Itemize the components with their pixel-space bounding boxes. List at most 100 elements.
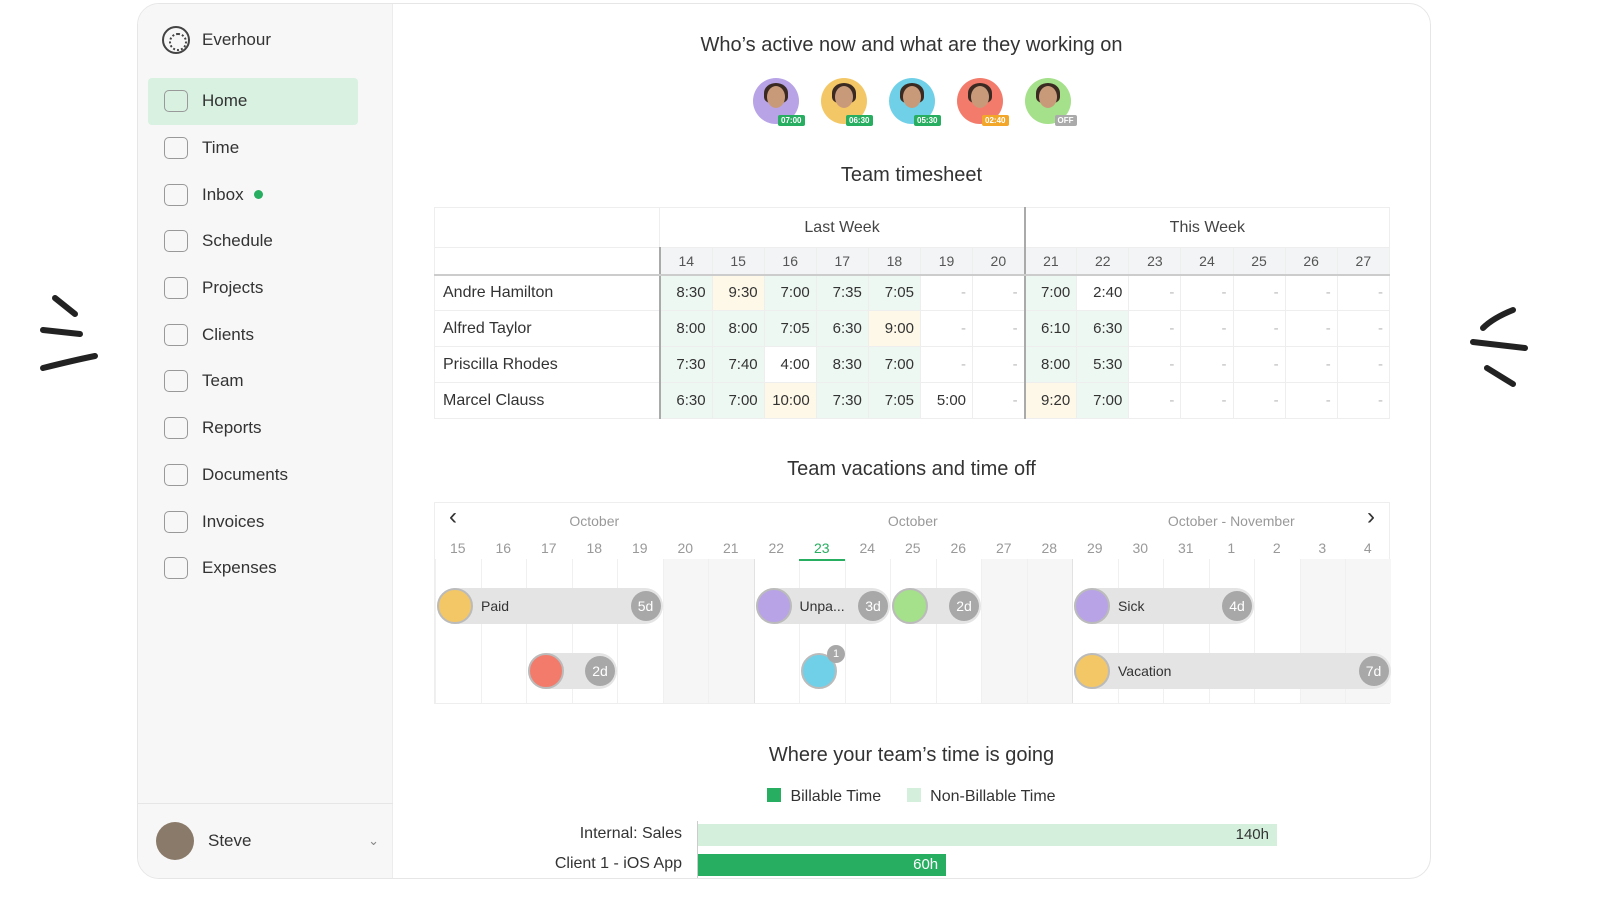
time-cell[interactable]: 5:00 (919, 382, 974, 419)
sidebar-item-team[interactable]: Team (148, 358, 358, 405)
sidebar-item-invoices[interactable]: Invoices (148, 498, 358, 545)
time-off-bar[interactable]: 2d (528, 653, 617, 689)
time-cell[interactable]: 9:30 (711, 274, 765, 311)
time-cell[interactable]: - (1180, 274, 1234, 311)
time-cell[interactable]: - (1336, 346, 1391, 383)
time-cell[interactable]: - (1128, 382, 1182, 419)
active-user-avatar[interactable]: 02:40 (956, 78, 1009, 126)
calendar-day: 2 (1272, 540, 1281, 556)
sidebar-item-clients[interactable]: Clients (148, 311, 358, 358)
time-cell[interactable]: 7:05 (867, 274, 921, 311)
time-cell[interactable]: 7:00 (711, 382, 765, 419)
calendar-month: October - November (1167, 513, 1295, 529)
main-content: Who’s active now and what are they worki… (393, 4, 1430, 878)
sidebar-item-home[interactable]: Home (148, 78, 358, 125)
active-user-avatar[interactable]: 05:30 (888, 78, 941, 126)
calendar-day: 18 (586, 540, 603, 556)
time-cell[interactable]: 7:30 (815, 382, 869, 419)
time-cell[interactable]: 8:00 (658, 310, 713, 347)
time-cell[interactable]: 7:30 (658, 346, 713, 383)
time-cell[interactable]: - (1336, 382, 1391, 419)
time-cell[interactable]: 2:40 (1076, 274, 1130, 311)
time-cell[interactable]: 7:05 (867, 382, 921, 419)
sidebar-item-projects[interactable]: Projects (148, 265, 358, 312)
time-cell[interactable]: 4:00 (763, 346, 817, 383)
time-off-bar[interactable]: 1 (801, 645, 845, 689)
time-cell[interactable]: - (1128, 310, 1182, 347)
brand[interactable]: Everhour (162, 26, 271, 54)
time-cell[interactable]: - (1180, 382, 1234, 419)
bar-1[interactable]: 60h (698, 854, 947, 876)
calendar-day-column (1163, 559, 1209, 703)
time-cell[interactable]: - (1232, 382, 1286, 419)
time-cell[interactable]: - (972, 346, 1026, 383)
sidebar-item-time[interactable]: Time (148, 125, 358, 172)
time-cell[interactable]: 7:05 (763, 310, 817, 347)
time-cell[interactable]: - (972, 382, 1026, 419)
time-cell[interactable]: 8:30 (658, 274, 713, 311)
time-cell[interactable]: 10:00 (763, 382, 817, 419)
time-cell[interactable]: - (1180, 310, 1234, 347)
sidebar-item-inbox[interactable]: Inbox (148, 171, 358, 218)
time-cell[interactable]: - (1128, 346, 1182, 383)
time-off-bar[interactable]: 2d (892, 588, 981, 624)
time-cell[interactable]: - (1284, 346, 1338, 383)
calendar-day-column (890, 559, 936, 703)
time-cell[interactable]: 7:35 (815, 274, 869, 311)
time-cell[interactable]: - (1336, 274, 1391, 311)
time-cell[interactable]: - (1232, 310, 1286, 347)
time-cell[interactable]: 6:30 (1076, 310, 1130, 347)
chevron-down-icon: ⌄ (368, 833, 379, 848)
time-badge: 05:30 (914, 115, 941, 126)
time-cell[interactable]: - (1284, 382, 1338, 419)
time-cell[interactable]: 8:00 (1023, 346, 1078, 383)
sidebar-item-expenses[interactable]: Expenses (148, 545, 358, 592)
time-cell[interactable]: 8:00 (711, 310, 765, 347)
time-cell[interactable]: 6:30 (815, 310, 869, 347)
time-cell[interactable]: 9:00 (867, 310, 921, 347)
bar-0[interactable]: 140h (698, 824, 1277, 846)
chevron-left-icon[interactable]: ‹ (449, 503, 457, 530)
time-off-bar[interactable]: Unpa... 3d (755, 588, 890, 624)
sidebar-item-documents[interactable]: Documents (148, 452, 358, 499)
time-cell[interactable]: 7:40 (711, 346, 765, 383)
time-cell[interactable]: 7:00 (1076, 382, 1130, 419)
time-cell[interactable]: - (1232, 274, 1286, 311)
time-cell[interactable]: - (1336, 310, 1391, 347)
time-cell[interactable]: - (972, 274, 1026, 311)
time-cell[interactable]: 7:00 (867, 346, 921, 383)
time-cell[interactable]: 6:30 (658, 382, 713, 419)
active-user-avatar[interactable]: 06:30 (820, 78, 873, 126)
time-cell[interactable]: - (919, 310, 974, 347)
time-off-bar[interactable]: Sick 4d (1074, 588, 1254, 624)
chevron-right-icon[interactable]: › (1367, 503, 1375, 530)
duration-badge: 7d (1358, 656, 1389, 686)
calendar-day-column (799, 559, 845, 703)
time-cell[interactable]: - (1128, 274, 1182, 311)
duration-badge: 2d (585, 656, 615, 686)
time-cell[interactable]: 5:30 (1076, 346, 1130, 383)
time-off-bar[interactable]: Vacation 7d (1074, 653, 1391, 689)
calendar-day-column (1072, 559, 1118, 703)
user-menu[interactable]: Steve ⌄ (138, 803, 393, 878)
active-user-avatar[interactable]: OFF (1024, 78, 1077, 126)
active-user-avatar[interactable]: 07:00 (752, 78, 805, 126)
time-cell[interactable]: 8:30 (815, 346, 869, 383)
time-cell[interactable]: - (919, 274, 974, 311)
sidebar-item-reports[interactable]: Reports (148, 405, 358, 452)
time-cell[interactable]: - (1284, 274, 1338, 311)
sidebar-item-label: Team (202, 371, 244, 391)
time-cell[interactable]: 7:00 (763, 274, 817, 311)
sidebar-item-label: Reports (202, 418, 262, 438)
sidebar-item-schedule[interactable]: Schedule (148, 218, 358, 265)
time-cell[interactable]: 6:10 (1023, 310, 1078, 347)
day-header: 18 (867, 247, 921, 276)
time-cell[interactable]: 9:20 (1023, 382, 1078, 419)
time-cell[interactable]: - (1180, 346, 1234, 383)
time-cell[interactable]: - (1284, 310, 1338, 347)
time-cell[interactable]: 7:00 (1023, 274, 1078, 311)
time-cell[interactable]: - (1232, 346, 1286, 383)
time-cell[interactable]: - (919, 346, 974, 383)
time-off-bar[interactable]: Paid 5d (437, 588, 663, 624)
time-cell[interactable]: - (972, 310, 1026, 347)
